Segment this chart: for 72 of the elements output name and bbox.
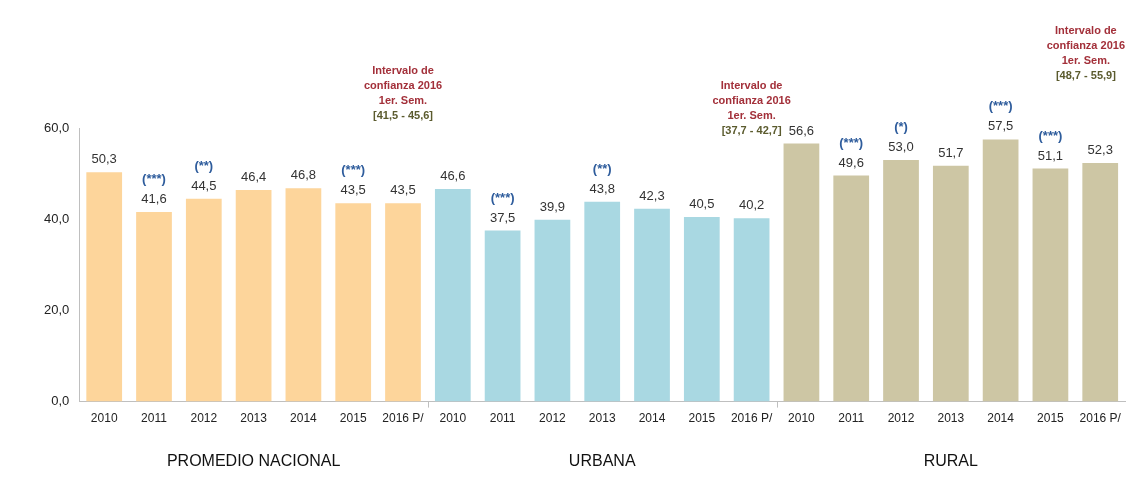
x-tick-label: 2016 P/	[1079, 411, 1122, 426]
bar	[484, 230, 521, 402]
bar	[1082, 163, 1119, 402]
bar	[434, 189, 471, 402]
bar	[185, 198, 222, 402]
x-tick-label: 2015	[1037, 411, 1065, 426]
data-label: 50,3	[91, 151, 117, 167]
bar	[335, 203, 372, 402]
x-tick-label: 2011	[838, 411, 865, 426]
y-tick-label: 20,0	[43, 301, 70, 317]
y-tick-label: 0,0	[51, 393, 70, 409]
x-tick-label: 2010	[90, 411, 118, 426]
bar	[833, 175, 870, 402]
data-label: (***) 49,6	[838, 134, 864, 170]
x-tick-label: 2010	[788, 411, 816, 426]
x-tick-label: 2013	[240, 411, 268, 426]
data-label: 46,6	[440, 168, 466, 184]
y-tick-label: 60,0	[43, 119, 70, 135]
x-tick-label: 2011	[489, 411, 516, 426]
text: PROMEDIO NACIONAL	[166, 451, 341, 469]
x-tick-label: 2012	[190, 411, 218, 426]
data-label: 40,5	[689, 196, 715, 211]
data-label: (***) 43,5	[340, 162, 366, 198]
data-label: 46,4	[240, 169, 267, 185]
data-label: 43,5	[390, 182, 416, 198]
x-tick-label: 2012	[887, 411, 915, 426]
bar	[932, 165, 969, 402]
data-label: 56,6	[788, 122, 815, 138]
bar	[883, 159, 919, 402]
x-tick-label: 2013	[937, 411, 965, 426]
bar	[285, 188, 322, 402]
data-label: 39,9	[539, 198, 566, 214]
bar	[385, 203, 421, 402]
data-label: (**) 43,8	[589, 160, 615, 196]
text: Intervalo de confianza 2016 1er. Sem. [48,7 - 55,9]	[1046, 24, 1125, 82]
data-label: (***) 51,1	[1037, 127, 1064, 163]
x-tick-label: 2014	[638, 411, 666, 426]
x-tick-label: 2010	[439, 411, 467, 426]
data-label: 40,2	[738, 197, 765, 213]
x-tick-label: 2016 P/	[730, 411, 773, 426]
bar	[683, 216, 720, 402]
x-tick-label: 2011	[141, 411, 168, 426]
text: Intervalo de confianza 2016 1er. Sem. [41,5 - 45,6]	[363, 64, 443, 122]
bar	[86, 172, 123, 402]
x-tick-label: 2014	[987, 411, 1015, 426]
x-tick-label: 2016 P/	[382, 411, 425, 426]
x-tick-label: 2014	[290, 411, 318, 426]
data-label: (***) 37,5	[489, 189, 516, 225]
data-label: (***) 57,5	[987, 98, 1014, 134]
text: RURAL	[923, 451, 979, 469]
bar	[783, 143, 820, 402]
x-tick-label: 2015	[688, 411, 716, 426]
y-tick-label: 40,0	[43, 210, 70, 226]
data-label: (**) 44,5	[191, 157, 217, 193]
data-label: (***) 41,6	[141, 170, 167, 206]
data-label: 51,7	[938, 144, 964, 160]
bar	[982, 139, 1019, 402]
text: URBANA	[568, 451, 636, 469]
data-label: (*) 53,0	[888, 119, 914, 154]
x-tick-label: 2013	[588, 411, 616, 426]
bar	[534, 219, 571, 402]
bar	[235, 190, 272, 402]
bar	[136, 211, 172, 402]
bar	[584, 201, 621, 402]
bar	[1032, 168, 1069, 402]
data-label: 46,8	[290, 167, 317, 183]
x-tick-label: 2012	[539, 411, 567, 426]
data-label: 52,3	[1087, 142, 1113, 158]
bar	[634, 208, 670, 402]
x-tick-label: 2015	[339, 411, 367, 426]
bar	[733, 218, 770, 402]
data-label: 42,3	[639, 187, 665, 203]
